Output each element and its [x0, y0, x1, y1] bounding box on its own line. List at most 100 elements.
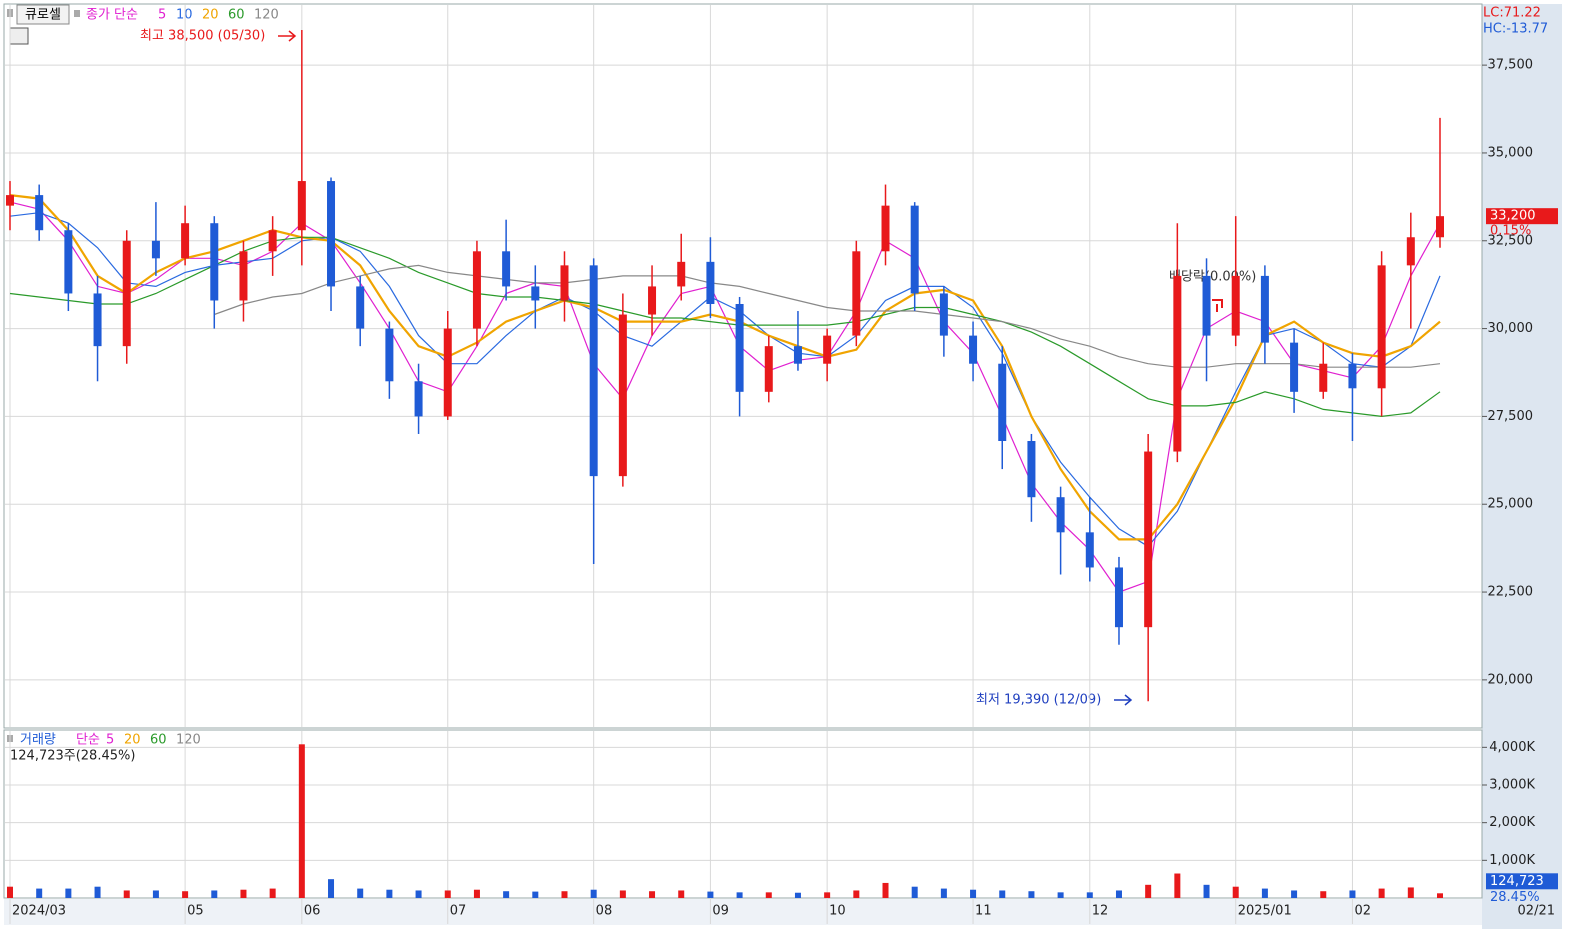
candle-body — [706, 261, 715, 304]
volume-bar — [1291, 890, 1298, 898]
table-icon[interactable] — [9, 27, 29, 45]
legend-entry: 5 — [158, 8, 166, 23]
legend-label: 종가 단순 — [86, 8, 138, 23]
last-date: 02/21 — [1518, 904, 1555, 919]
volume-bar — [1028, 891, 1035, 898]
candle-body — [356, 286, 365, 329]
dividend-mark — [1212, 299, 1223, 312]
candle-body — [1231, 275, 1240, 336]
last-volume-change: 28.45% — [1490, 890, 1540, 905]
candle-body — [1319, 363, 1328, 392]
x-tick-label: 10 — [829, 904, 846, 919]
volume-bar — [1057, 892, 1064, 898]
candle-body — [414, 381, 423, 417]
volume-bar — [765, 892, 772, 898]
volume-bar — [357, 888, 364, 898]
candle-body — [735, 303, 744, 392]
volume-bar — [1145, 884, 1152, 898]
low-annotation: 최저 19,390 (12/09) — [976, 693, 1101, 708]
volume-bar — [619, 890, 626, 898]
volume-bar — [1203, 884, 1210, 898]
candle-body — [677, 261, 686, 287]
x-tick-label: 06 — [304, 904, 321, 919]
candle-body — [969, 335, 978, 364]
candle-body — [648, 286, 657, 315]
volume-bar — [182, 891, 189, 898]
legend-entry: 5 — [106, 733, 114, 748]
volume-bar — [240, 889, 247, 898]
volume-bar — [473, 889, 480, 898]
candle-body — [1377, 265, 1386, 389]
stock-name-box[interactable] — [16, 4, 70, 25]
x-tick-label: 11 — [975, 904, 992, 919]
volume-bar — [211, 890, 218, 898]
volume-bar — [911, 886, 918, 898]
volume-bar — [1086, 892, 1093, 898]
candle-body — [443, 328, 452, 417]
volume-bar — [970, 889, 977, 898]
y-tick-label: 1,000K — [1489, 853, 1535, 868]
ma-line — [9, 236, 1441, 418]
candle-body — [589, 265, 598, 477]
last-price-box — [1486, 208, 1558, 225]
legend-entry: 10 — [176, 8, 193, 23]
candle-body — [793, 346, 802, 364]
candle-body — [1056, 497, 1065, 533]
candle-body — [6, 195, 14, 206]
candle-body — [1436, 216, 1444, 238]
candle-body — [998, 363, 1007, 441]
candle-body — [1202, 275, 1211, 336]
candle-body — [764, 346, 773, 392]
ma-line — [9, 201, 1441, 593]
candle-body — [210, 223, 219, 301]
ma-line — [214, 264, 1441, 368]
legend-label: 단순 — [76, 733, 100, 748]
candle-body — [939, 293, 948, 336]
right-axis-bg — [1482, 4, 1562, 929]
candle-body — [618, 314, 627, 477]
volume-bar — [736, 892, 743, 898]
candle-body — [881, 205, 890, 252]
y-tick-label: 3,000K — [1489, 777, 1535, 792]
volume-bar — [36, 888, 43, 898]
price-panel — [3, 3, 1483, 729]
high-annotation: 최고 38,500 (05/30) — [140, 29, 265, 44]
candle-body — [151, 240, 160, 259]
volume-bar — [1115, 890, 1122, 898]
volume-bar — [824, 892, 831, 898]
volume-bar — [415, 890, 422, 898]
volume-bar — [590, 889, 597, 898]
y-tick-label: 30,000 — [1488, 321, 1534, 336]
volume-panel — [3, 729, 1483, 899]
volume-bar — [152, 890, 159, 898]
x-tick-label: 02 — [1354, 904, 1371, 919]
y-tick-label: 2,000K — [1489, 815, 1535, 830]
volume-bar — [1174, 873, 1181, 898]
volume-bar — [1378, 888, 1385, 898]
volume-bar — [794, 892, 801, 898]
volume-bar — [678, 890, 685, 898]
y-tick-label: 35,000 — [1488, 145, 1534, 160]
legend-entry: 60 — [150, 733, 167, 748]
arrow — [278, 30, 297, 42]
stock-name: 큐로셀 — [25, 8, 61, 23]
candle-body — [239, 251, 248, 301]
candle-body — [268, 230, 277, 252]
x-tick-label: 2024/03 — [12, 904, 66, 919]
candle-body — [560, 265, 569, 301]
volume-bar — [65, 888, 72, 898]
volume-bar — [882, 882, 889, 898]
candle-body — [64, 230, 73, 294]
x-tick-label: 09 — [712, 904, 729, 919]
y-tick-label: 37,500 — [1488, 58, 1534, 73]
indicator: LC:71.22 — [1483, 6, 1541, 21]
volume-bar — [94, 886, 101, 898]
volume-bar — [561, 891, 568, 898]
candle-body — [1114, 567, 1123, 628]
volume-bar — [1437, 893, 1443, 898]
candle-body — [502, 251, 511, 287]
y-tick-label: 20,000 — [1488, 672, 1534, 687]
indicator: HC:-13.77 — [1483, 22, 1548, 37]
